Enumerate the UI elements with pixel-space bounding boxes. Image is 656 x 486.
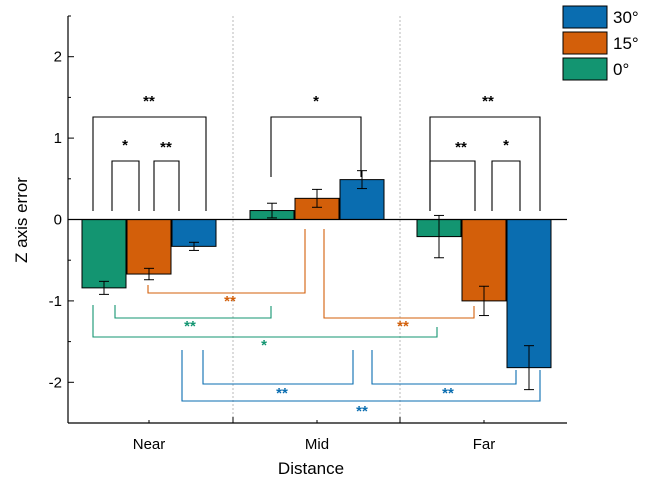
sig-bracket-within-far-15deg-30deg	[491, 160, 521, 211]
bar-near-15deg	[126, 219, 172, 275]
axes-layer: -2 -1 0 1 2 Near Mid Far	[49, 15, 567, 453]
bars-layer	[81, 179, 552, 369]
sig-label: **	[224, 293, 236, 310]
sig-label: **	[397, 318, 409, 335]
sig-label: *	[313, 93, 319, 110]
sig-bracket-0deg-near-mid	[114, 305, 272, 319]
sig-bracket-0deg-near-far	[92, 305, 438, 338]
sig-label: *	[261, 337, 267, 354]
sig-label: *	[122, 137, 128, 154]
legend-label-30deg: 30°	[613, 8, 639, 27]
sig-label: *	[503, 137, 509, 154]
sig-label: **	[276, 385, 288, 402]
y-tick-label: 2	[54, 49, 62, 66]
sig-bracket-within-far-0deg-15deg	[429, 160, 476, 211]
sig-bracket-within-near-0deg-30deg	[92, 116, 207, 211]
sig-bracket-30deg-near-far	[181, 350, 541, 402]
sig-label: **	[184, 318, 196, 335]
sig-bracket-30deg-mid-far	[371, 350, 517, 385]
sig-label: **	[442, 385, 454, 402]
legend-label-0deg: 0°	[613, 60, 629, 79]
y-tick-label: 0	[54, 212, 62, 229]
x-tick-label-near: Near	[133, 436, 166, 453]
legend: 30° 15° 0°	[562, 5, 639, 81]
y-tick-label: -1	[49, 293, 62, 310]
legend-swatch-0deg	[562, 57, 608, 81]
y-axis-title: Z axis error	[12, 177, 31, 263]
error-bars-layer	[99, 170, 534, 391]
sig-bracket-within-mid-0deg-30deg	[270, 116, 362, 177]
sig-label: **	[160, 139, 172, 156]
x-tick-label-far: Far	[473, 436, 496, 453]
x-tick-label-mid: Mid	[305, 436, 329, 453]
sig-label: **	[356, 403, 368, 420]
significance-brackets: * **** *** ************ ****	[92, 93, 541, 420]
sig-bracket-within-near-0deg-15deg	[111, 160, 140, 211]
legend-swatch-30deg	[562, 5, 608, 29]
sig-bracket-15deg-mid-far	[323, 229, 475, 319]
sig-bracket-30deg-near-mid	[202, 350, 354, 385]
sig-label: **	[143, 93, 155, 110]
legend-swatch-15deg	[562, 31, 608, 55]
y-tick-label: -2	[49, 374, 62, 391]
bar-near-0deg	[81, 219, 127, 289]
sig-label: **	[455, 139, 467, 156]
legend-label-15deg: 15°	[613, 34, 639, 53]
sig-label: **	[482, 93, 494, 110]
sig-bracket-within-near-15deg-30deg	[153, 160, 180, 211]
y-tick-label: 1	[54, 130, 62, 147]
sig-bracket-15deg-near-mid	[147, 229, 306, 294]
x-axis-title: Distance	[278, 459, 344, 478]
sig-bracket-within-far-0deg-30deg	[429, 116, 541, 211]
